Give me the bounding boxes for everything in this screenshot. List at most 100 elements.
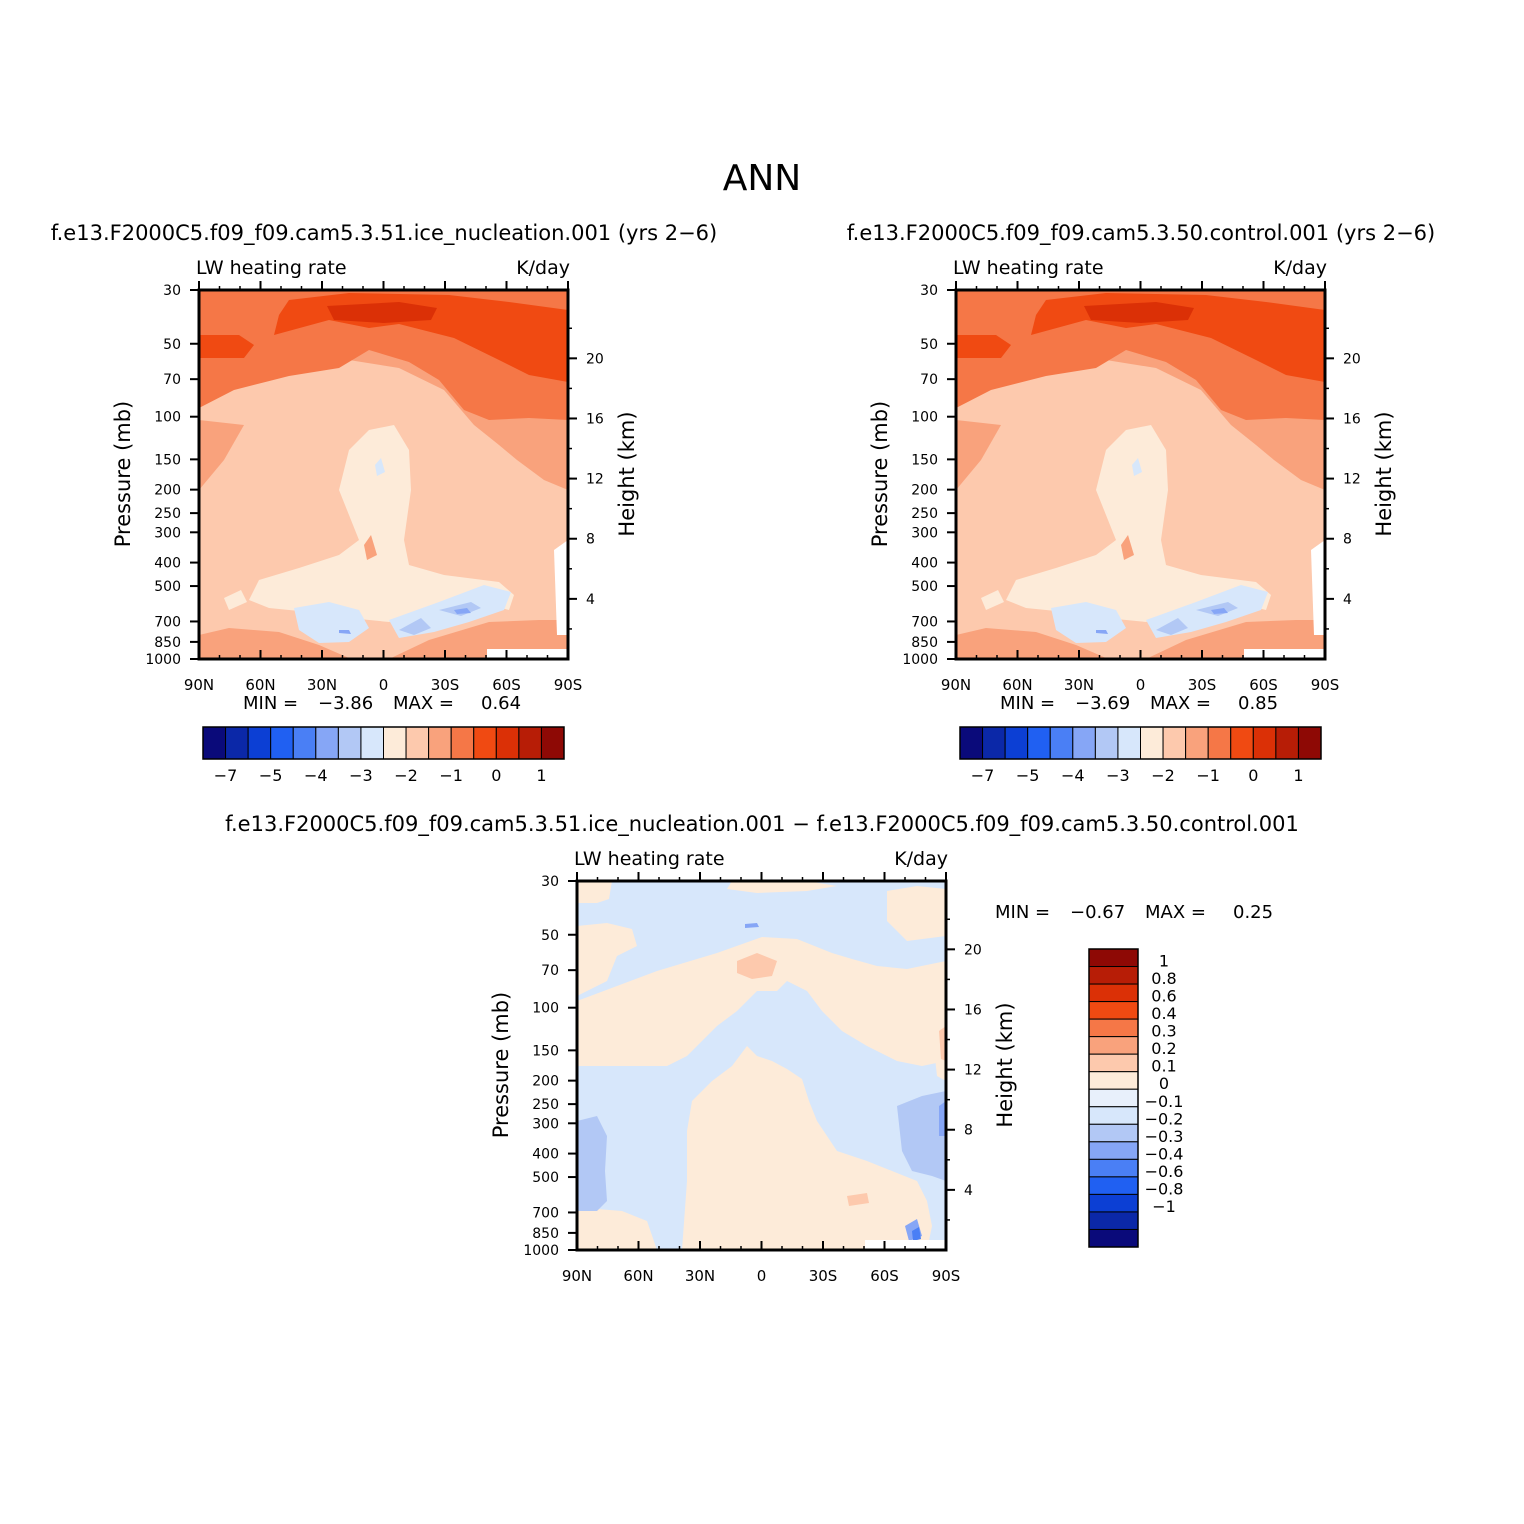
y-tick-label: 70 <box>163 372 181 388</box>
y-tick-label: 400 <box>532 1147 559 1163</box>
colorbar-frame <box>959 726 1322 760</box>
contour-field <box>954 288 1327 661</box>
y-tick-label: 400 <box>911 556 938 572</box>
colorbar-swatch <box>1088 1158 1139 1178</box>
y-axis-label: Pressure (mb) <box>111 401 135 548</box>
y-tick-label: 30 <box>920 283 938 299</box>
colorbar-swatch <box>473 726 497 760</box>
colorbar-label: 1 <box>536 766 546 785</box>
colorbar-label: −3 <box>1106 766 1130 785</box>
y2-axis-label: Height (km) <box>993 1002 1017 1127</box>
colorbar-frame <box>202 726 565 760</box>
units-label: K/day <box>1273 257 1327 279</box>
colorbar-swatch <box>1088 1071 1139 1090</box>
max-value: 0.64 <box>481 693 521 714</box>
colorbar-label: −0.8 <box>1145 1179 1184 1198</box>
panel-title: f.e13.F2000C5.f09_f09.cam5.3.51.ice_nucl… <box>225 812 1299 837</box>
max-label: MAX = <box>1145 902 1206 923</box>
x-tick-label: 60S <box>870 1267 899 1285</box>
colorbar-label: −0.3 <box>1145 1127 1184 1146</box>
colorbar-swatch <box>270 726 294 760</box>
y2-tick-label: 12 <box>1343 472 1361 488</box>
x-tick-label: 0 <box>1136 676 1146 694</box>
colorbar-swatch <box>405 726 430 760</box>
x-tick-label: 30N <box>685 1267 715 1285</box>
max-value: 0.85 <box>1238 693 1278 714</box>
panel-title: f.e13.F2000C5.f09_f09.cam5.3.51.ice_nucl… <box>51 221 717 246</box>
variable-label: LW heating rate <box>953 257 1104 279</box>
x-tick-label: 30S <box>431 676 460 694</box>
x-tick-label: 90S <box>1311 676 1340 694</box>
y-tick-label: 500 <box>154 579 181 595</box>
colorbar-label: −7 <box>214 766 238 785</box>
contour-field <box>575 879 948 1252</box>
x-tick-label: 60N <box>623 1267 653 1285</box>
panel-control: f.e13.F2000C5.f09_f09.cam5.3.50.control.… <box>847 221 1435 785</box>
y-tick-label: 300 <box>532 1116 559 1132</box>
y-tick-label: 500 <box>532 1170 559 1186</box>
y-tick-label: 500 <box>911 579 938 595</box>
x-tick-label: 0 <box>379 676 389 694</box>
colorbar-swatch <box>428 726 452 760</box>
y-tick-label: 50 <box>541 928 559 944</box>
min-value: −3.69 <box>1075 693 1130 714</box>
colorbar-swatch <box>1049 726 1074 760</box>
variable-label: LW heating rate <box>196 257 347 279</box>
colorbar-swatch <box>1094 726 1119 760</box>
colorbar-swatch <box>1004 726 1029 760</box>
colorbar-label: 0.4 <box>1151 1004 1176 1023</box>
y-tick-label: 250 <box>911 506 938 522</box>
y2-tick-label: 20 <box>1343 351 1361 367</box>
y2-tick-label: 20 <box>586 351 604 367</box>
y-tick-label: 50 <box>163 337 181 353</box>
colorbar-swatch <box>1088 1193 1139 1213</box>
y-tick-label: 700 <box>911 614 938 630</box>
y-tick-label: 70 <box>541 963 559 979</box>
colorbar-label: 0 <box>1248 766 1258 785</box>
colorbar-swatch <box>1162 726 1187 760</box>
colorbar-swatch <box>1117 726 1141 760</box>
y2-tick-label: 12 <box>964 1063 982 1079</box>
colorbar-swatch <box>1088 1211 1139 1230</box>
colorbar-swatch <box>202 726 227 760</box>
y-tick-label: 1000 <box>902 652 938 668</box>
colorbar-label: −0.4 <box>1145 1144 1184 1163</box>
colorbar-swatch <box>1088 1018 1139 1038</box>
min-value: −0.67 <box>1070 902 1125 923</box>
colorbar-label: −2 <box>394 766 418 785</box>
colorbar-swatch <box>1088 948 1139 968</box>
colorbar-swatch <box>959 726 984 760</box>
x-tick-label: 90N <box>184 676 214 694</box>
x-tick-label: 0 <box>757 1267 767 1285</box>
x-tick-label: 60S <box>1249 676 1278 694</box>
colorbar-swatch <box>360 726 384 760</box>
colorbar-label: 0.8 <box>1151 969 1176 988</box>
min-value: −3.86 <box>318 693 373 714</box>
colorbar-label: 1 <box>1159 952 1169 971</box>
panel-ice-nucleation: f.e13.F2000C5.f09_f09.cam5.3.51.ice_nucl… <box>51 221 717 785</box>
colorbar: −7 −5 −4 −3 −2 −1 0 1 <box>202 726 565 785</box>
y-tick-label: 150 <box>911 452 938 468</box>
y-tick-label: 50 <box>920 337 938 353</box>
y2-tick-label: 20 <box>964 942 982 958</box>
y2-axis-label: Height (km) <box>615 411 639 536</box>
colorbar: 10.80.60.40.30.20.10−0.1−0.2−0.3−0.4−0.6… <box>1088 948 1184 1248</box>
x-tick-label: 60S <box>492 676 521 694</box>
y-tick-label: 30 <box>541 874 559 890</box>
colorbar-label: 0.6 <box>1151 987 1176 1006</box>
colorbar-label: −5 <box>1016 766 1040 785</box>
y-tick-label: 200 <box>911 483 938 499</box>
max-label: MAX = <box>1150 693 1211 714</box>
colorbar-label: −3 <box>349 766 373 785</box>
colorbar-swatch <box>450 726 475 760</box>
colorbar-swatch <box>1088 1176 1139 1195</box>
y2-tick-label: 12 <box>586 472 604 488</box>
colorbar-swatch <box>1297 726 1322 760</box>
colorbar-swatch <box>982 726 1006 760</box>
x-tick-label: 30S <box>809 1267 838 1285</box>
colorbar-label: −4 <box>1061 766 1085 785</box>
colorbar-label: −1 <box>439 766 463 785</box>
axes: 90N 60N 30N 0 30S 60S 90S 30 50 70 100 150 200 250 300… <box>902 281 1361 694</box>
colorbar-swatch <box>1207 726 1232 760</box>
